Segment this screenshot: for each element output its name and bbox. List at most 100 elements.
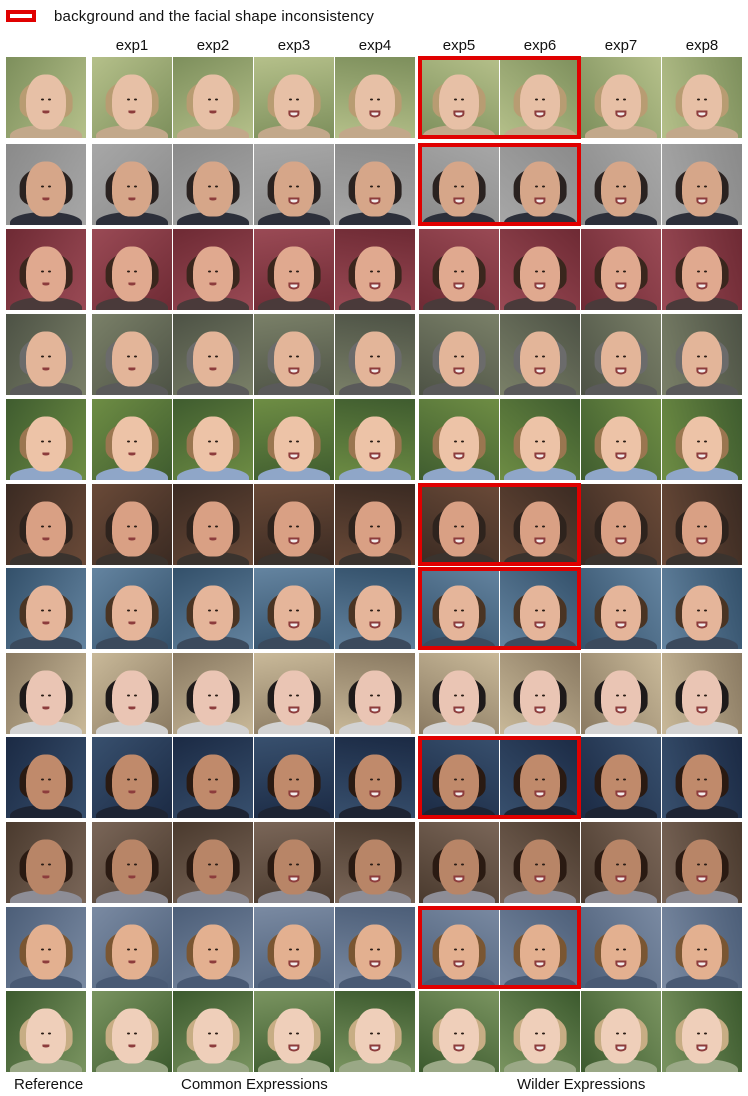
expression-face-image [92,653,172,734]
expression-face-image [419,229,499,310]
expression-face-image [500,822,580,903]
expression-face-image [254,314,334,395]
expression-face-image [581,991,661,1072]
expression-face-image [419,399,499,480]
expression-face-image [92,991,172,1072]
expression-face-image [335,399,415,480]
expression-face-image [500,568,580,649]
expression-face-image [254,653,334,734]
expression-face-image [500,57,580,138]
expression-face-image [335,229,415,310]
expression-face-image [419,314,499,395]
expression-face-image [419,484,499,565]
expression-face-image [662,822,742,903]
expression-face-image [254,822,334,903]
column-header-exp6: exp6 [523,37,557,54]
expression-face-image [500,314,580,395]
legend-red-box-icon [6,10,36,22]
expression-face-image [419,991,499,1072]
expression-face-image [581,737,661,818]
column-header-exp8: exp8 [685,37,719,54]
expression-face-image [662,991,742,1072]
expression-face-image [173,314,253,395]
expression-face-image [662,484,742,565]
legend-text: background and the facial shape inconsis… [54,7,375,25]
expression-face-image [173,484,253,565]
column-header-exp7: exp7 [604,37,638,54]
expression-face-image [254,907,334,988]
reference-face-image [6,229,86,310]
expression-face-image [581,144,661,225]
expression-face-image [500,229,580,310]
expression-face-image [581,314,661,395]
expression-face-image [254,737,334,818]
expression-face-image [662,144,742,225]
expression-face-image [92,57,172,138]
expression-face-image [92,822,172,903]
footer-common-label: Common Expressions [181,1076,328,1093]
expression-face-image [92,314,172,395]
column-header-exp5: exp5 [442,37,476,54]
column-header-exp4: exp4 [358,37,392,54]
expression-face-image [335,568,415,649]
expression-face-image [173,991,253,1072]
expression-face-image [254,57,334,138]
expression-face-image [500,737,580,818]
reference-face-image [6,399,86,480]
expression-face-image [254,991,334,1072]
reference-face-image [6,314,86,395]
column-header-exp1: exp1 [115,37,149,54]
expression-face-image [335,907,415,988]
reference-face-image [6,57,86,138]
expression-face-image [173,568,253,649]
expression-face-image [419,144,499,225]
expression-face-image [254,229,334,310]
expression-face-image [662,314,742,395]
expression-face-image [419,653,499,734]
expression-face-image [419,907,499,988]
reference-face-image [6,568,86,649]
expression-face-image [335,314,415,395]
expression-face-image [335,653,415,734]
expression-face-image [581,568,661,649]
expression-face-image [581,57,661,138]
expression-face-image [662,568,742,649]
expression-face-image [335,822,415,903]
expression-face-image [335,57,415,138]
expression-face-image [662,399,742,480]
reference-face-image [6,144,86,225]
expression-face-image [419,822,499,903]
expression-face-image [581,399,661,480]
expression-face-image [92,144,172,225]
expression-face-image [173,653,253,734]
reference-face-image [6,907,86,988]
expression-face-image [254,484,334,565]
expression-face-image [500,991,580,1072]
legend: background and the facial shape inconsis… [6,5,374,27]
expression-face-image [92,229,172,310]
expression-face-image [335,144,415,225]
expression-face-image [92,568,172,649]
expression-face-image [419,737,499,818]
expression-face-image [581,822,661,903]
expression-face-image [92,907,172,988]
reference-face-image [6,484,86,565]
expression-face-image [662,57,742,138]
reference-face-image [6,991,86,1072]
expression-face-image [500,484,580,565]
expression-face-image [173,737,253,818]
expression-face-image [173,399,253,480]
expression-face-image [662,737,742,818]
expression-face-image [173,822,253,903]
reference-face-image [6,822,86,903]
expression-face-image [254,568,334,649]
expression-face-image [173,57,253,138]
expression-face-image [173,907,253,988]
expression-face-image [173,229,253,310]
expression-face-image [173,144,253,225]
expression-face-image [92,399,172,480]
expression-face-image [662,907,742,988]
reference-face-image [6,737,86,818]
reference-face-image [6,653,86,734]
expression-face-image [581,653,661,734]
